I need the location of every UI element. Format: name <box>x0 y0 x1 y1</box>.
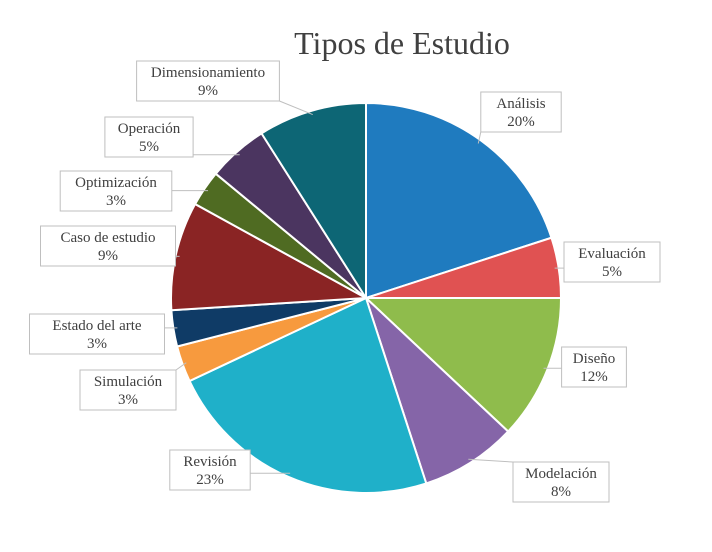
slice-value-label: 5% <box>139 139 159 155</box>
slice-value-label: 9% <box>198 83 218 99</box>
callout-box-estado-del-arte <box>29 313 165 355</box>
callout-operacion: Operación 5% <box>104 116 240 158</box>
chart-title: Tipos de Estudio <box>294 25 510 61</box>
pie-callouts: Análisis 20% Evaluación 5% Diseño 12% Modelaci… <box>29 60 661 503</box>
slice-value-label: 12% <box>580 369 608 385</box>
pie-slice-analisis <box>365 101 553 300</box>
slice-label: Modelación <box>525 466 597 482</box>
slice-label: Caso de estudio <box>61 230 156 246</box>
slice-value-label: 3% <box>106 193 126 209</box>
leader-line-simulacion <box>175 362 187 371</box>
slice-label: Evaluación <box>578 246 646 262</box>
callout-optimizacion: Optimización 3% <box>59 170 209 212</box>
slice-value-label: 9% <box>98 248 118 264</box>
slice-value-label: 23% <box>196 472 224 488</box>
callout-box-operacion <box>104 116 194 158</box>
slice-value-label: 3% <box>87 336 107 352</box>
callout-box-evaluacion <box>563 241 661 283</box>
pie-slice-diseno <box>363 297 563 433</box>
callout-diseno: Diseño 12% <box>543 346 627 388</box>
callout-box-revision <box>169 449 251 491</box>
callout-box-optimizacion <box>59 170 173 212</box>
slice-label: Operación <box>118 121 181 137</box>
callout-caso-de-estudio: Caso de estudio 9% <box>40 225 180 267</box>
pie-slice-revision <box>188 296 428 494</box>
slice-label: Dimensionamiento <box>151 65 265 81</box>
slice-label: Estado del arte <box>52 318 141 334</box>
callout-analisis: Análisis 20% <box>477 91 562 144</box>
slice-label: Simulación <box>94 374 163 390</box>
slice-label: Optimización <box>75 175 157 191</box>
pie-slices <box>170 101 563 494</box>
slice-value-label: 5% <box>602 264 622 280</box>
pie-slice-modelacion <box>365 297 510 485</box>
callout-box-diseno <box>561 346 627 388</box>
callout-dimensionamiento: Dimensionamiento 9% <box>136 60 313 116</box>
leader-line-dimensionamiento <box>279 100 313 116</box>
slice-label: Diseño <box>573 351 616 367</box>
slice-value-label: 3% <box>118 392 138 408</box>
callout-simulacion: Simulación 3% <box>79 362 187 411</box>
callout-box-modelacion <box>512 461 610 503</box>
slice-value-label: 20% <box>507 114 535 130</box>
callout-modelacion: Modelación 8% <box>468 458 610 503</box>
callout-box-analisis <box>480 91 562 133</box>
slice-label: Análisis <box>496 96 545 112</box>
leader-line-modelacion <box>468 458 514 463</box>
callout-box-dimensionamiento <box>136 60 280 102</box>
callout-box-simulacion <box>79 369 177 411</box>
slice-value-label: 8% <box>551 484 571 500</box>
callout-revision: Revisión 23% <box>169 449 291 491</box>
slice-label: Revisión <box>183 454 237 470</box>
callout-estado-del-arte: Estado del arte 3% <box>29 313 178 355</box>
pie-slice-dimensionamiento <box>260 101 367 302</box>
leader-line-analisis <box>477 131 482 144</box>
callout-evaluacion: Evaluación 5% <box>554 241 661 283</box>
callout-box-caso-de-estudio <box>40 225 176 267</box>
